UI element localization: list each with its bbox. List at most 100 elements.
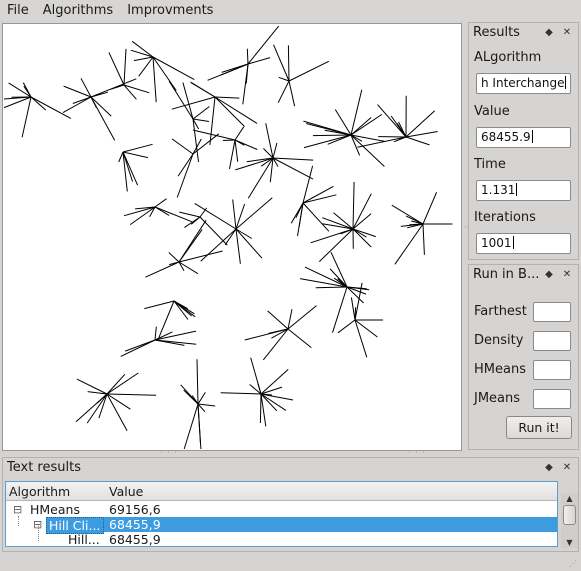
scroll-down-icon[interactable]: ▼ <box>566 537 573 547</box>
value-label: Value <box>474 104 510 119</box>
density-field[interactable] <box>533 331 571 351</box>
cluster-canvas[interactable] <box>2 23 462 451</box>
cluster-edge <box>235 197 273 230</box>
menu-file[interactable]: File <box>7 3 29 18</box>
tree-row[interactable]: Hill... 68455,9 <box>6 532 557 547</box>
cluster-edge <box>265 123 274 159</box>
farthest-field[interactable] <box>533 302 571 322</box>
cluster-edge <box>260 369 289 395</box>
float-icon[interactable]: ◆ <box>545 269 553 280</box>
iterations-field[interactable]: 1001 <box>476 233 571 254</box>
cluster-star <box>130 40 195 103</box>
cluster-star <box>145 219 223 278</box>
cluster-edge <box>297 202 304 237</box>
cluster-edge <box>192 133 220 155</box>
cluster-edge <box>154 330 197 341</box>
cluster-edge <box>87 391 108 395</box>
close-icon[interactable]: ✕ <box>562 27 572 38</box>
density-label: Density <box>474 333 524 348</box>
cluster-edge <box>191 395 199 405</box>
cluster-edge <box>377 104 407 138</box>
vertical-splitter[interactable]: ⋮ <box>463 23 472 453</box>
float-icon[interactable]: ◆ <box>545 462 553 473</box>
algorithm-field[interactable]: h Interchange <box>476 73 571 94</box>
cluster-edge <box>272 157 314 161</box>
cluster-edge <box>260 393 278 412</box>
cluster-star <box>171 81 258 146</box>
run-button[interactable]: Run it! <box>506 416 572 439</box>
cluster-edge <box>352 213 372 230</box>
run-dock-title-text: Run in B... <box>473 267 540 282</box>
farthest-label: Farthest <box>474 304 527 319</box>
cluster-edge <box>90 91 109 98</box>
hmeans-field[interactable] <box>533 360 571 380</box>
cluster-edge <box>182 82 194 120</box>
cluster-edge <box>337 319 356 334</box>
cluster-edge <box>334 109 352 136</box>
tree-scrollbar[interactable]: ▲ ▼ <box>561 493 578 548</box>
cluster-edge <box>350 134 385 142</box>
cluster-edge <box>214 96 258 124</box>
jmeans-field[interactable] <box>533 389 571 409</box>
menu-algorithms[interactable]: Algorithms <box>42 3 114 18</box>
scroll-thumb[interactable] <box>563 505 576 525</box>
tree-row[interactable]: ⊟ Hill Cli... 68455,9 <box>6 517 557 534</box>
value-field[interactable]: 68455.9 <box>476 127 571 148</box>
float-icon[interactable]: ◆ <box>545 27 553 38</box>
cluster-star <box>144 300 196 341</box>
cluster-edge <box>197 403 201 443</box>
cluster-edge <box>352 228 367 238</box>
run-dock-title[interactable]: Run in B... ◆ ✕ <box>469 265 578 284</box>
cluster-edge <box>350 134 385 167</box>
cluster-edge <box>352 193 372 230</box>
column-algorithm[interactable]: Algorithm <box>9 484 71 499</box>
cluster-edge <box>302 185 334 204</box>
cluster-edge <box>183 403 199 450</box>
close-icon[interactable]: ✕ <box>562 269 572 280</box>
time-field[interactable]: 1.131 <box>476 180 571 201</box>
tree-row[interactable]: ⊟ HMeans 69156,6 <box>6 502 557 517</box>
cluster-edge <box>106 373 126 395</box>
cluster-edge <box>149 206 156 217</box>
cluster-edge <box>304 266 348 288</box>
cluster-edge <box>332 286 348 333</box>
horizontal-splitter[interactable]: · · · · · · <box>160 448 426 457</box>
cluster-edge <box>405 131 438 138</box>
results-tree[interactable]: Algorithm Value ⊟ HMeans 69156,6 ⊟ Hill … <box>5 481 558 547</box>
cluster-edge <box>257 383 262 395</box>
cluster-edge <box>247 157 274 199</box>
collapse-icon[interactable]: ⊟ <box>33 518 43 531</box>
cluster-edge <box>235 203 246 230</box>
cluster-star <box>235 123 314 199</box>
cluster-edge <box>354 319 378 338</box>
cluster-edge <box>30 96 72 119</box>
cluster-edge <box>222 139 236 141</box>
cluster-edge <box>98 393 108 419</box>
menu-improvments[interactable]: Improvments <box>127 3 214 18</box>
cluster-edge <box>192 118 210 122</box>
cluster-edge <box>422 192 438 225</box>
cluster-edge <box>391 204 424 225</box>
cluster-edge <box>409 223 424 226</box>
cluster-edge <box>260 393 294 401</box>
cluster-edge <box>269 157 274 183</box>
cluster-edge <box>247 57 271 65</box>
cluster-edge <box>340 228 354 235</box>
resize-grip-icon[interactable]: ⋰ <box>569 559 577 568</box>
cluster-edge <box>123 84 150 94</box>
cluster-edge <box>106 393 131 410</box>
results-dock-title[interactable]: Results ◆ ✕ <box>469 23 578 42</box>
cluster-edge <box>173 300 196 318</box>
text-results-title[interactable]: Text results ◆ ✕ <box>3 458 578 477</box>
collapse-icon[interactable]: ⊟ <box>13 503 23 516</box>
cluster-edge <box>260 386 283 395</box>
close-icon[interactable]: ✕ <box>562 462 572 473</box>
cluster-edge <box>123 84 137 100</box>
cluster-edge <box>199 207 208 218</box>
tree-row-name: Hill... <box>68 532 100 547</box>
cluster-star <box>337 282 383 358</box>
scroll-up-icon[interactable]: ▲ <box>566 493 573 503</box>
column-value[interactable]: Value <box>109 484 144 499</box>
cluster-edge <box>247 25 280 65</box>
cluster-edge <box>302 194 337 204</box>
